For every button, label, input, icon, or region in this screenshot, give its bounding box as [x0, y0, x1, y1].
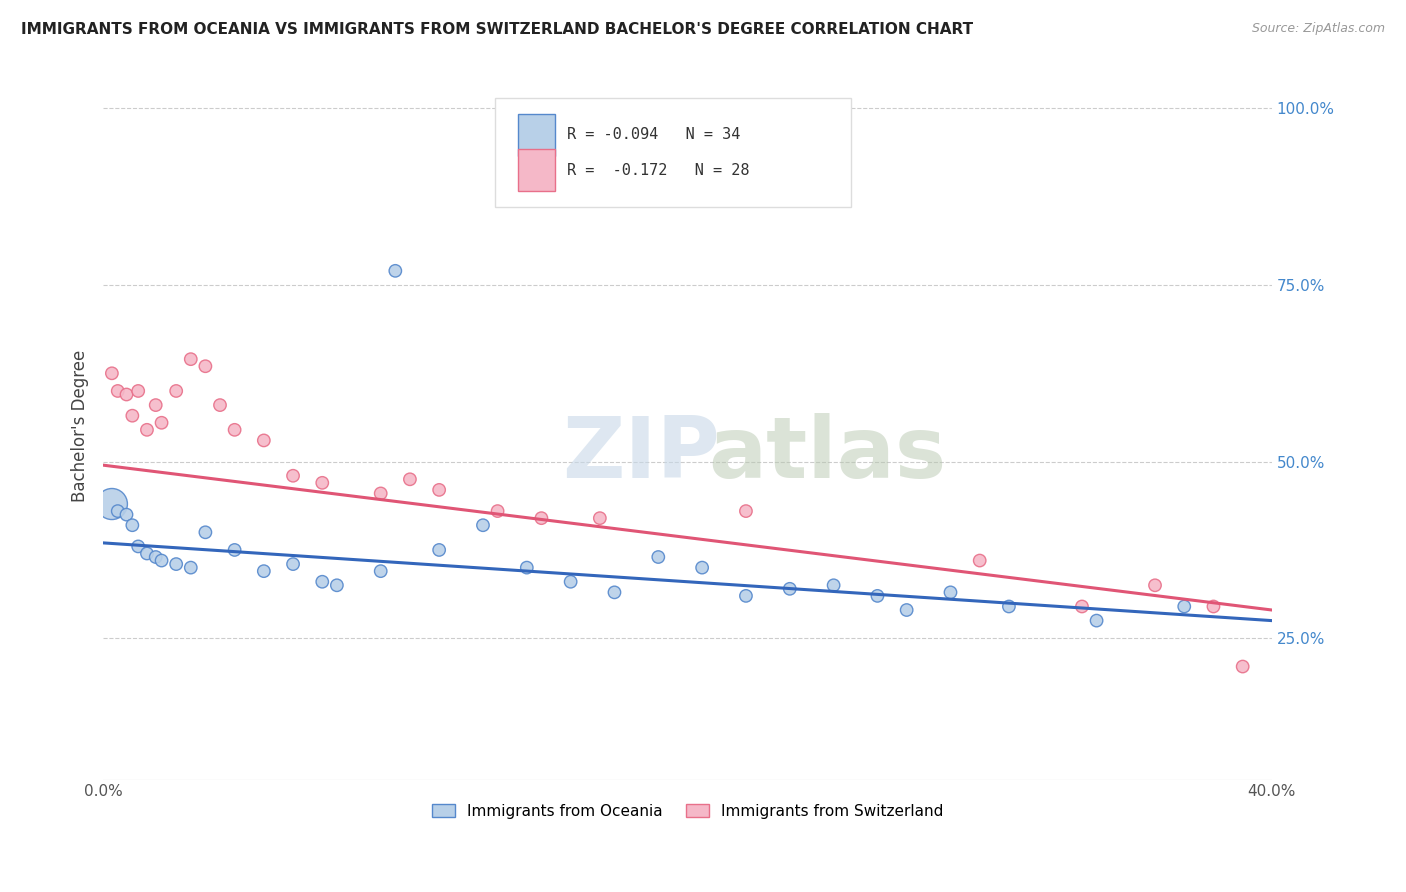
- Point: [115, 387, 138, 401]
- Point: [253, 434, 276, 448]
- Point: [145, 549, 167, 564]
- Point: [253, 564, 276, 578]
- Point: [823, 578, 845, 592]
- Point: [224, 423, 246, 437]
- Text: IMMIGRANTS FROM OCEANIA VS IMMIGRANTS FROM SWITZERLAND BACHELOR'S DEGREE CORRELA: IMMIGRANTS FROM OCEANIA VS IMMIGRANTS FR…: [21, 22, 973, 37]
- Point: [370, 564, 392, 578]
- Point: [866, 589, 889, 603]
- Point: [1173, 599, 1195, 614]
- Point: [589, 511, 612, 525]
- Text: atlas: atlas: [709, 413, 946, 496]
- Point: [603, 585, 626, 599]
- Point: [427, 483, 450, 497]
- Point: [194, 525, 217, 540]
- Point: [311, 475, 333, 490]
- Point: [735, 589, 758, 603]
- Point: [399, 472, 422, 486]
- Point: [107, 504, 129, 518]
- Text: R =  -0.172   N = 28: R = -0.172 N = 28: [567, 162, 749, 178]
- Point: [121, 518, 143, 533]
- Point: [311, 574, 333, 589]
- Point: [735, 504, 758, 518]
- FancyBboxPatch shape: [517, 114, 555, 156]
- Y-axis label: Bachelor's Degree: Bachelor's Degree: [72, 351, 89, 502]
- Point: [384, 264, 406, 278]
- Point: [560, 574, 582, 589]
- Text: R = -0.094   N = 34: R = -0.094 N = 34: [567, 128, 741, 143]
- Point: [180, 560, 202, 574]
- Point: [194, 359, 217, 374]
- Point: [115, 508, 138, 522]
- Point: [1202, 599, 1225, 614]
- FancyBboxPatch shape: [495, 98, 851, 207]
- Point: [486, 504, 509, 518]
- Point: [530, 511, 553, 525]
- Point: [101, 366, 124, 380]
- Point: [1071, 599, 1094, 614]
- Point: [516, 560, 538, 574]
- Point: [939, 585, 962, 599]
- Text: Source: ZipAtlas.com: Source: ZipAtlas.com: [1251, 22, 1385, 36]
- Point: [165, 557, 187, 571]
- Point: [101, 497, 124, 511]
- Point: [647, 549, 669, 564]
- FancyBboxPatch shape: [517, 149, 555, 191]
- Point: [427, 543, 450, 558]
- Point: [281, 468, 304, 483]
- Point: [208, 398, 231, 412]
- Point: [969, 553, 991, 567]
- Point: [180, 352, 202, 367]
- Text: ZIP: ZIP: [562, 413, 720, 496]
- Point: [1232, 659, 1254, 673]
- Point: [150, 553, 173, 567]
- Point: [1085, 614, 1108, 628]
- Point: [121, 409, 143, 423]
- Point: [1143, 578, 1166, 592]
- Point: [779, 582, 801, 596]
- Point: [690, 560, 713, 574]
- Point: [281, 557, 304, 571]
- Point: [224, 543, 246, 558]
- Point: [127, 540, 149, 554]
- Point: [326, 578, 349, 592]
- Point: [998, 599, 1021, 614]
- Point: [150, 416, 173, 430]
- Point: [136, 546, 159, 560]
- Point: [145, 398, 167, 412]
- Point: [136, 423, 159, 437]
- Point: [165, 384, 187, 398]
- Point: [370, 486, 392, 500]
- Point: [107, 384, 129, 398]
- Point: [127, 384, 149, 398]
- Point: [896, 603, 918, 617]
- Point: [472, 518, 495, 533]
- Legend: Immigrants from Oceania, Immigrants from Switzerland: Immigrants from Oceania, Immigrants from…: [426, 797, 949, 825]
